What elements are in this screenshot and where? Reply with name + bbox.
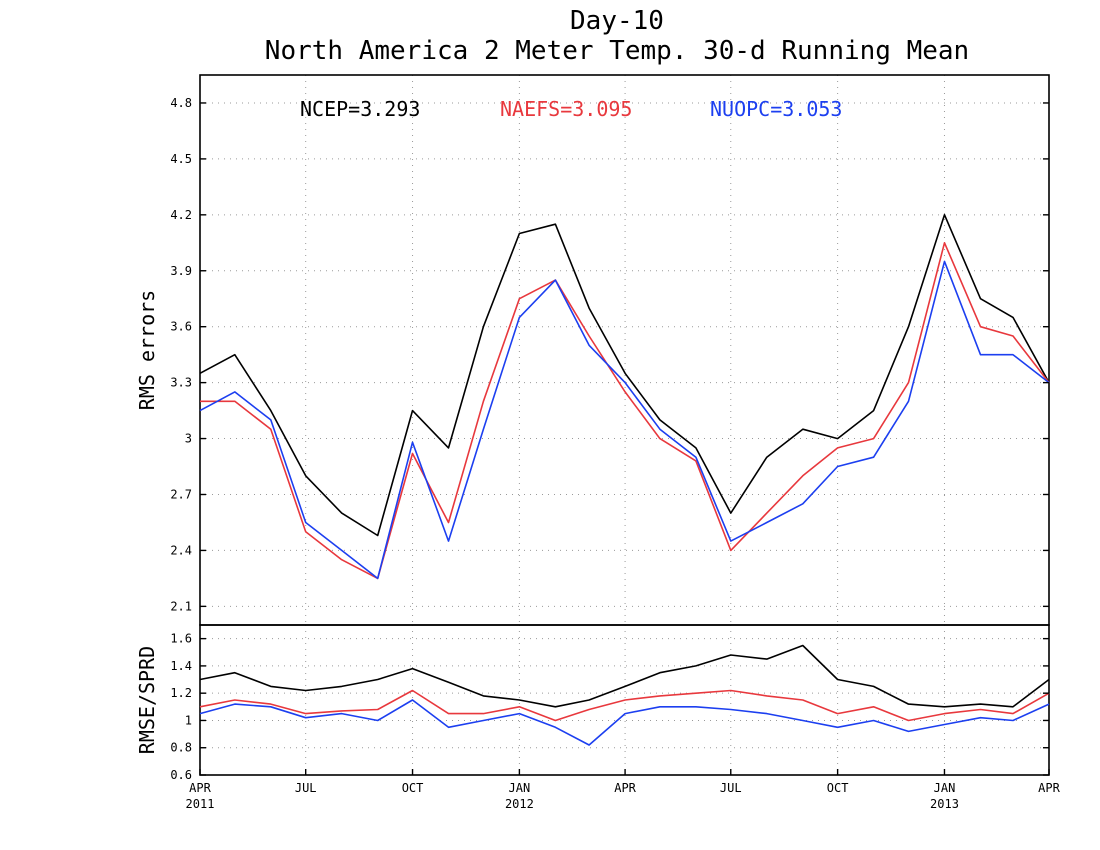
x-tick-label-month: JAN <box>509 781 531 795</box>
top-y-tick-label: 3.3 <box>170 376 192 390</box>
top-y-tick-label: 4.2 <box>170 208 192 222</box>
chart-subtitle: North America 2 Meter Temp. 30-d Running… <box>265 36 969 66</box>
top-panel-series <box>199 214 1050 580</box>
top-y-tick-label: 2.4 <box>170 543 192 557</box>
legend-nuopc: NUOPC=3.053 <box>710 97 842 121</box>
bottom-y-tick-label: 1 <box>185 713 192 727</box>
bottom-y-tick-label: 1.6 <box>170 632 192 646</box>
top-y-tick-label: 3.9 <box>170 264 192 278</box>
top-y-tick-label: 3.6 <box>170 320 192 334</box>
top-y-tick-label: 4.8 <box>170 96 192 110</box>
chart-title: Day-10 <box>570 6 664 36</box>
top-y-tick-label: 3 <box>185 432 192 446</box>
x-tick-label-month: JUL <box>720 781 742 795</box>
bottom-series-nuopc <box>199 699 1050 746</box>
top-series-nuopc <box>199 260 1050 580</box>
top-y-tick-label: 4.5 <box>170 152 192 166</box>
bottom-y-tick-label: 0.6 <box>170 768 192 782</box>
x-tick-label-year: 2012 <box>505 797 534 811</box>
x-tick-label-month: OCT <box>402 781 424 795</box>
x-tick-label-month: JAN <box>934 781 956 795</box>
x-tick-label-month: JUL <box>295 781 317 795</box>
x-tick-label-month: APR <box>189 781 211 795</box>
bottom-series-naefs <box>199 689 1050 722</box>
top-series-ncep <box>199 214 1050 537</box>
x-tick-label-year: 2013 <box>930 797 959 811</box>
top-series-naefs <box>200 242 1050 580</box>
legend: NCEP=3.293 NAEFS=3.095 NUOPC=3.053 <box>300 97 842 121</box>
top-y-tick-label: 2.7 <box>170 487 192 501</box>
x-tick-label-month: OCT <box>827 781 849 795</box>
top-y-tick-label: 2.1 <box>170 599 192 613</box>
axes: 2.1 2.4 2.7 3 3.3 3.6 3.9 4.2 4.5 4.8 0.6 0.8 1 1.2 1.… <box>170 96 1060 811</box>
x-tick-label-month: APR <box>1038 781 1060 795</box>
grid <box>199 75 1050 776</box>
bottom-y-tick-label: 1.4 <box>170 659 192 673</box>
legend-naefs: NAEFS=3.095 <box>500 97 632 121</box>
bottom-y-tick-label: 1.2 <box>170 686 192 700</box>
legend-ncep: NCEP=3.293 <box>300 97 420 121</box>
top-y-axis-label: RMS errors <box>135 290 159 410</box>
bottom-y-axis-label: RMSE/SPRD <box>135 646 159 754</box>
bottom-panel-series <box>199 644 1050 746</box>
x-tick-label-month: APR <box>614 781 636 795</box>
bottom-series-ncep <box>199 644 1050 708</box>
bottom-y-tick-label: 0.8 <box>170 741 192 755</box>
x-tick-label-year: 2011 <box>186 797 215 811</box>
